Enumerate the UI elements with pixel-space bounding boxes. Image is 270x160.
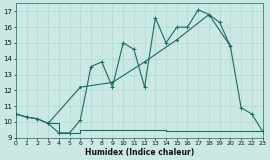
X-axis label: Humidex (Indice chaleur): Humidex (Indice chaleur) (85, 148, 194, 156)
